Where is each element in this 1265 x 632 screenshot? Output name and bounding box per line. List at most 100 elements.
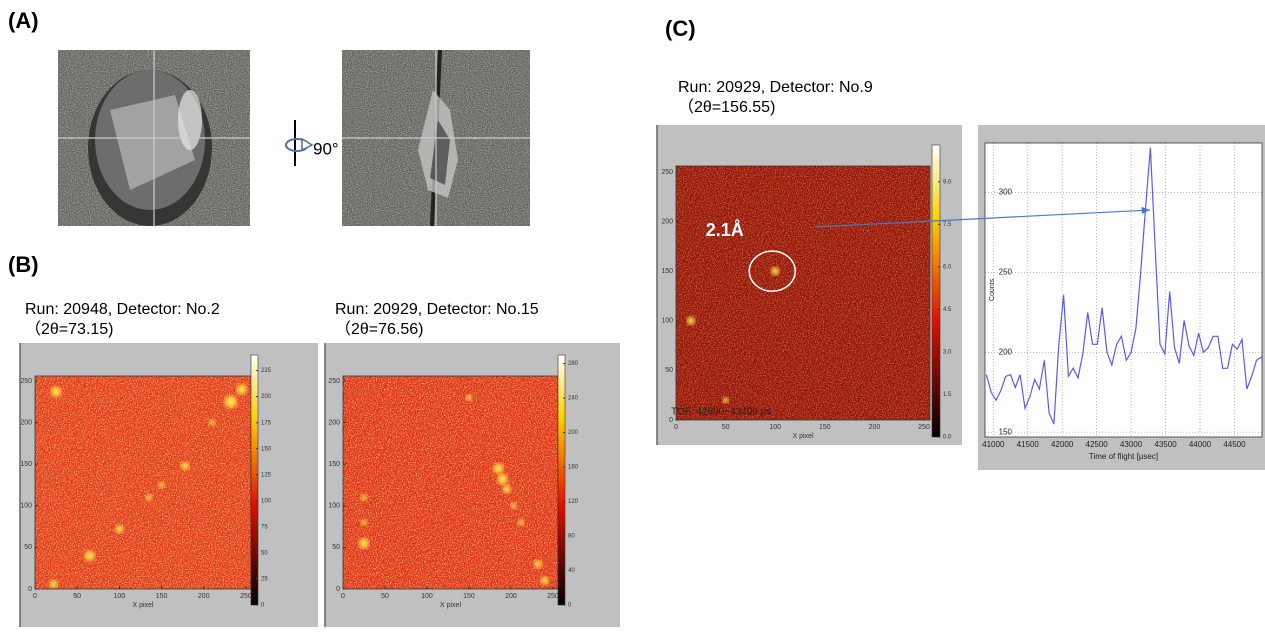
y-tick-label: 150 — [328, 461, 340, 468]
bright-spot — [49, 580, 58, 589]
bright-spot — [540, 576, 549, 585]
x-tick-label: 250 — [547, 593, 559, 600]
x-tick-label: 150 — [156, 593, 168, 600]
colorbar-tick-label: 0 — [261, 603, 265, 609]
y-tick-label: 0 — [669, 417, 673, 424]
colorbar-tick-label: 50 — [261, 550, 268, 556]
x-tick-label: 50 — [73, 593, 81, 600]
colorbar-tick-label: 40 — [568, 568, 575, 574]
bright-spot — [224, 395, 237, 408]
bright-spot — [510, 502, 517, 509]
panel-label: (C) — [665, 16, 696, 41]
x-tick-label: 150 — [819, 424, 831, 431]
x-tick-label: 41000 — [982, 440, 1005, 449]
colorbar-tick-label: 160 — [568, 465, 579, 471]
bright-spot — [181, 461, 190, 470]
bright-spot — [497, 474, 508, 485]
x-tick-label: 0 — [341, 593, 345, 600]
colorbar-tick-label: 4.5 — [943, 307, 952, 313]
y-tick-label: 150 — [999, 427, 1013, 436]
colorbar-tick-label: 200 — [261, 394, 272, 400]
bright-spot — [722, 397, 729, 404]
chart-title: Run: 20948, Detector: No.2 — [25, 301, 220, 318]
plot-frame — [984, 142, 1263, 438]
bright-spot — [502, 485, 511, 494]
panel-label: (B) — [8, 252, 39, 277]
bright-spot — [686, 316, 695, 325]
colorbar-tick-label: 0.0 — [943, 435, 952, 441]
y-tick-label: 250 — [999, 268, 1013, 277]
rotation-icon — [285, 120, 314, 166]
colorbar-tick-label: 3.0 — [943, 350, 952, 356]
y-tick-label: 300 — [999, 188, 1013, 197]
colorbar — [931, 144, 941, 438]
colorbar-tick-label: 225 — [261, 368, 272, 374]
chart-subtitle: （2θ=73.15) — [25, 320, 114, 338]
bright-spot — [236, 384, 247, 395]
colorbar-tick-label: 9.0 — [943, 179, 952, 185]
x-tick-label: 43000 — [1120, 440, 1143, 449]
bright-spot — [533, 560, 542, 569]
y-tick-label: 0 — [28, 586, 32, 593]
chart-title: Run: 20929, Detector: No.9 — [678, 79, 873, 96]
bright-spot — [518, 519, 525, 526]
annotation: 2.1Å — [706, 220, 744, 240]
x-tick-label: 0 — [33, 593, 37, 600]
y-tick-label: 50 — [665, 367, 673, 374]
colorbar — [250, 354, 259, 606]
y-tick-label: 150 — [661, 268, 673, 275]
bright-spot — [358, 538, 369, 549]
chart-subtitle: （2θ=76.56) — [335, 320, 424, 338]
photo-right — [342, 49, 530, 227]
colorbar-tick-label: 125 — [261, 472, 272, 478]
y-tick-label: 150 — [20, 461, 32, 468]
y-axis-label: Counts — [989, 278, 996, 301]
rotation-label: 90° — [313, 139, 339, 158]
x-tick-label: 42000 — [1051, 440, 1074, 449]
plot-background — [985, 143, 1262, 437]
plot-frame — [675, 165, 931, 421]
heatmap-noise — [676, 166, 930, 420]
x-tick-label: 100 — [769, 424, 781, 431]
y-tick-label: 200 — [999, 347, 1013, 356]
heatmap-noise — [343, 376, 558, 589]
y-tick-label: 100 — [661, 318, 673, 325]
y-tick-label: 100 — [20, 503, 32, 510]
y-tick-label: 250 — [20, 378, 32, 385]
y-tick-label: 200 — [661, 218, 673, 225]
bright-spot — [493, 463, 504, 474]
panel-label: (A) — [8, 8, 39, 33]
bright-spot — [145, 494, 152, 501]
bright-spot — [158, 481, 165, 488]
colorbar-tick-label: 25 — [261, 577, 268, 583]
colorbar-tick-label: 1.5 — [943, 392, 952, 398]
colorbar-tick-label: 200 — [568, 430, 579, 436]
bright-spot — [771, 267, 780, 276]
x-tick-label: 42500 — [1086, 440, 1109, 449]
x-tick-label: 50 — [722, 424, 730, 431]
chart-title: Run: 20929, Detector: No.15 — [335, 301, 539, 318]
colorbar-tick-label: 280 — [568, 361, 579, 367]
heatmap-noise — [35, 376, 251, 589]
x-tick-label: 100 — [421, 593, 433, 600]
y-tick-label: 250 — [661, 169, 673, 176]
y-tick-label: 200 — [20, 419, 32, 426]
x-tick-label: 250 — [918, 424, 930, 431]
x-axis-label: X pixel — [792, 433, 813, 440]
annotation: TOF: 42600~43400 μs — [671, 407, 771, 418]
x-tick-label: 200 — [505, 593, 517, 600]
colorbar-tick-label: 150 — [261, 446, 272, 452]
bright-spot — [51, 386, 62, 397]
x-tick-label: 44000 — [1189, 440, 1212, 449]
y-tick-label: 250 — [328, 378, 340, 385]
chart-subtitle: （2θ=156.55) — [678, 98, 775, 116]
bright-spot — [115, 525, 124, 534]
x-tick-label: 150 — [463, 593, 475, 600]
y-tick-label: 50 — [332, 544, 340, 551]
bright-spot — [360, 494, 367, 501]
x-tick-label: 50 — [381, 593, 389, 600]
colorbar-tick-label: 6.0 — [943, 264, 952, 270]
colorbar-tick-label: 80 — [568, 534, 575, 540]
x-tick-label: 44500 — [1223, 440, 1246, 449]
